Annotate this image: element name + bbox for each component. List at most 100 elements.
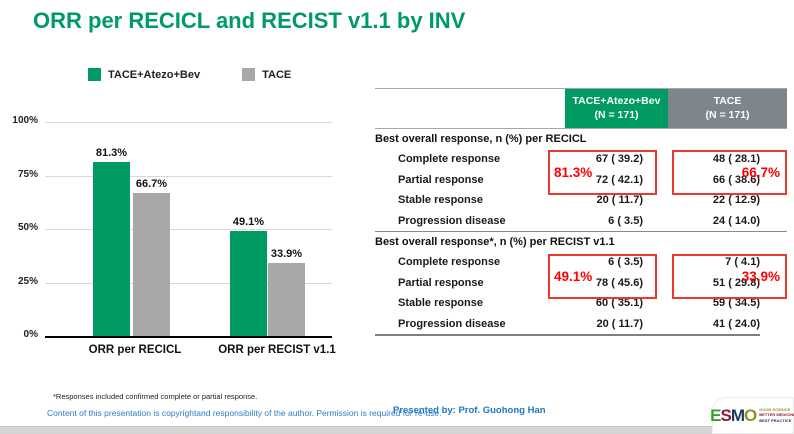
bar-recist-tace xyxy=(268,263,305,336)
table-header-empty-cell xyxy=(375,89,565,128)
bar-chart-plot-area: 81.3% 66.7% 49.1% 33.9% xyxy=(45,122,332,338)
row-value-col1: 78 ( 45.6) xyxy=(595,276,643,289)
gridline-75 xyxy=(45,175,332,177)
esmo-tagline-line1: GOOD SCIENCE xyxy=(759,406,791,412)
bar-value-label: 66.7% xyxy=(135,178,168,191)
y-tick-0: 0% xyxy=(23,329,38,340)
table-row: Stable response 20 ( 11.7) 22 ( 12.9) xyxy=(375,190,787,211)
esmo-letter-m: M xyxy=(730,406,745,425)
header-col2-line1: TACE xyxy=(713,94,742,107)
esmo-tagline-line3: BEST PRACTICE xyxy=(759,417,792,423)
gridline-100 xyxy=(45,122,332,123)
section-divider xyxy=(375,231,787,232)
row-value-col1: 60 ( 35.1) xyxy=(595,297,643,309)
row-value-col1: 20 ( 11.7) xyxy=(596,317,643,330)
highlight-box-recicl-col2: 66.7% xyxy=(672,150,787,195)
bar-group2-tace-atezo-bev: 49.1% xyxy=(230,122,267,336)
legend-item-tace: TACE xyxy=(242,68,291,81)
orr-pct-recicl-tace: 66.7% xyxy=(741,165,780,180)
gridline-50 xyxy=(45,229,332,230)
bar-group1-tace: 66.7% xyxy=(133,122,170,336)
bar-value-label: 33.9% xyxy=(270,248,303,261)
highlight-box-recist-col1: 49.1% xyxy=(548,254,657,299)
row-value-col2: 59 ( 34.5) xyxy=(712,297,760,309)
row-value-col2: 66 ( 38.6) xyxy=(712,173,760,186)
row-value-col2: 22 ( 12.9) xyxy=(712,194,760,206)
esmo-letter-o: O xyxy=(743,406,757,425)
y-tick-50: 50% xyxy=(17,222,38,233)
esmo-logo-card: ESMO GOOD SCIENCE BETTER MEDICINE BEST P… xyxy=(710,397,794,434)
footnote: *Responses included confirmed complete o… xyxy=(53,392,258,401)
esmo-letter-e: E xyxy=(710,406,721,425)
y-tick-25: 25% xyxy=(17,275,38,287)
table-bottom-border xyxy=(375,334,760,336)
table-header-tace-atezo-bev: TACE+Atezo+Bev (N = 171) xyxy=(565,89,668,128)
row-label: Progression disease xyxy=(398,214,506,227)
bottom-strip xyxy=(0,426,794,434)
row-value-col1: 20 ( 11.7) xyxy=(596,194,643,206)
bar-recicl-tace-atezo-bev xyxy=(93,162,130,336)
table-row: Complete response 6 ( 3.5) 7 ( 4.1) xyxy=(375,252,787,273)
esmo-tagline-line2: BETTER MEDICINE xyxy=(759,412,794,418)
y-tick-100: 100% xyxy=(12,115,38,126)
highlight-box-recist-col2: 33.9% xyxy=(672,254,787,299)
bar-recist-tace-atezo-bev xyxy=(230,230,267,336)
highlight-box-recicl-col1: 81.3% xyxy=(548,150,657,195)
presented-by: Presented by: Prof. Guohong Han xyxy=(393,405,546,416)
table-header-tace: TACE (N = 171) xyxy=(668,89,787,128)
table-row: Stable response 60 ( 35.1) 59 ( 34.5) xyxy=(375,293,787,314)
bar-group2-tace: 33.9% xyxy=(268,122,305,336)
x-label-recicl: ORR per RECICL xyxy=(88,344,182,356)
header-col1-line2: (N = 171) xyxy=(594,108,639,121)
legend-swatch-gray xyxy=(242,68,256,81)
row-value-col2: 51 ( 29.8) xyxy=(712,276,760,289)
row-value-col1: 6 ( 3.5) xyxy=(608,256,643,268)
table-row: Progression disease 20 ( 11.7) 41 ( 24.0… xyxy=(375,314,787,335)
table-row: Complete response 67 ( 39.2) 48 ( 28.1) xyxy=(375,149,787,170)
chart-legend: TACE+Atezo+Bev TACE xyxy=(88,68,291,81)
row-label: Progression disease xyxy=(398,317,506,330)
section-title-recist: Best overall response*, n (%) per RECIST… xyxy=(375,236,615,248)
esmo-tagline: GOOD SCIENCE BETTER MEDICINE BEST PRACTI… xyxy=(759,406,794,423)
row-value-col1: 6 ( 3.5) xyxy=(608,214,643,227)
legend-label: TACE+Atezo+Bev xyxy=(108,68,201,81)
section-title-recicl: Best overall response, n (%) per RECICL xyxy=(375,133,587,145)
row-value-col2: 41 ( 24.0) xyxy=(712,317,760,330)
row-value-col2: 24 ( 14.0) xyxy=(712,214,760,227)
orr-pct-recist-tace-atezo-bev: 49.1% xyxy=(554,269,593,284)
gridline-25 xyxy=(45,282,332,284)
table-header-row: TACE+Atezo+Bev (N = 171) TACE (N = 171) xyxy=(375,89,787,129)
esmo-logo: ESMO xyxy=(710,406,757,425)
table-row: Partial response 78 ( 45.6) 51 ( 29.8) xyxy=(375,273,787,294)
row-label: Partial response xyxy=(398,276,484,289)
legend-label: TACE xyxy=(262,68,292,81)
legend-item-tace-atezo-bev: TACE+Atezo+Bev xyxy=(88,68,200,81)
orr-pct-recist-tace: 33.9% xyxy=(741,269,780,284)
row-label: Stable response xyxy=(398,297,483,309)
esmo-letter-s: S xyxy=(720,406,731,425)
row-value-col2: 7 ( 4.1) xyxy=(725,256,760,268)
table-row: Partial response 72 ( 42.1) 66 ( 38.6) xyxy=(375,170,787,191)
copyright-notice: Content of this presentation is copyrigh… xyxy=(47,408,442,418)
legend-swatch-green xyxy=(88,68,101,81)
bar-value-label: 49.1% xyxy=(232,215,265,228)
bar-value-label: 81.3% xyxy=(95,147,128,160)
row-label: Partial response xyxy=(398,173,484,186)
bar-group1-tace-atezo-bev: 81.3% xyxy=(93,122,130,336)
x-label-recist: ORR per RECIST v1.1 xyxy=(218,344,336,356)
row-label: Stable response xyxy=(398,194,483,206)
row-value-col2: 48 ( 28.1) xyxy=(712,153,760,165)
y-tick-75: 75% xyxy=(17,168,38,180)
results-table: TACE+Atezo+Bev (N = 171) TACE (N = 171) … xyxy=(375,88,787,336)
row-label: Complete response xyxy=(398,153,501,165)
header-col2-line2: (N = 171) xyxy=(705,108,750,121)
orr-pct-recicl-tace-atezo-bev: 81.3% xyxy=(554,165,593,180)
bar-recicl-tace xyxy=(133,193,170,336)
row-value-col1: 72 ( 42.1) xyxy=(595,173,643,186)
header-col1-line1: TACE+Atezo+Bev xyxy=(572,94,661,107)
page-title: ORR per RECICL and RECIST v1.1 by INV xyxy=(33,8,466,33)
table-row: Progression disease 6 ( 3.5) 24 ( 14.0) xyxy=(375,211,787,232)
row-value-col1: 67 ( 39.2) xyxy=(595,153,643,165)
row-label: Complete response xyxy=(398,256,501,268)
